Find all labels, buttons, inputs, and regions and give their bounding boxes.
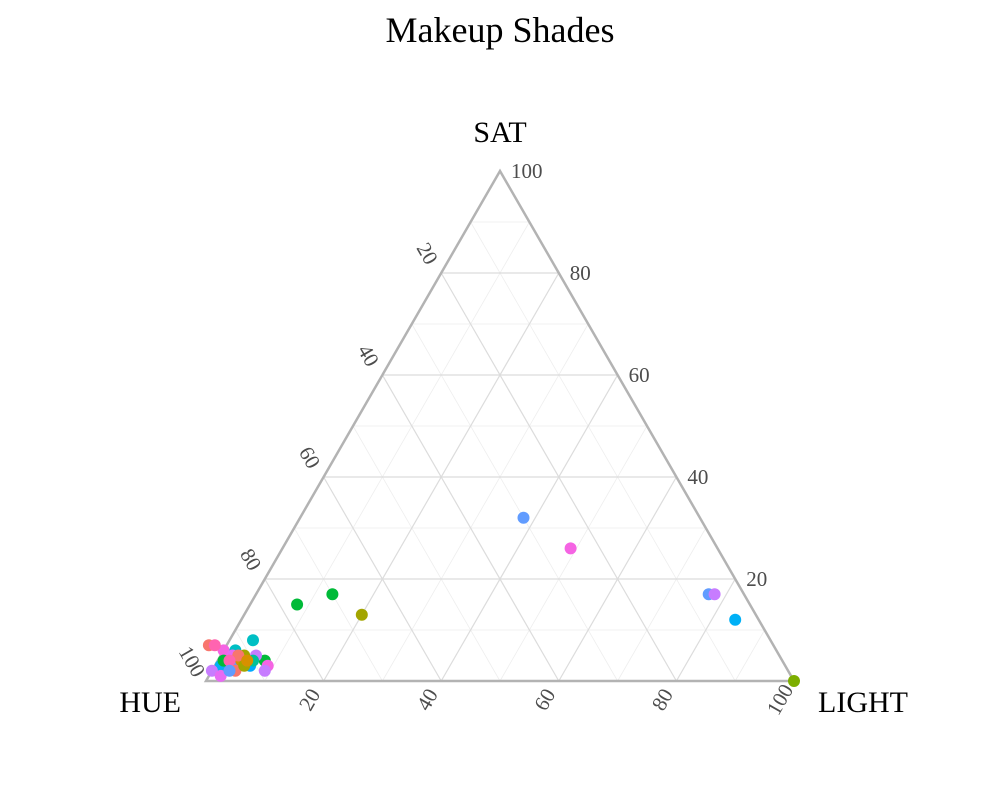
grid-line-minor (352, 425, 501, 682)
data-point (217, 644, 230, 657)
grid-line-major (440, 374, 619, 682)
data-point (208, 639, 221, 652)
grid-line-minor (470, 221, 736, 682)
tick-label-sat: 60 (629, 363, 650, 387)
data-point (564, 542, 577, 555)
grid-line-major (558, 476, 677, 682)
grid-line-minor (382, 323, 589, 682)
data-point (258, 664, 271, 677)
axis-label-sat: SAT (473, 116, 526, 149)
tick-label-sat: 20 (746, 567, 767, 591)
grid-line-major (381, 374, 560, 682)
chart-title: Makeup Shades (386, 10, 615, 50)
data-point (247, 634, 259, 647)
tick-label-hue: 80 (235, 544, 266, 574)
tick-label-sat: 40 (687, 465, 708, 489)
tick-label-light: 40 (411, 684, 442, 714)
data-point (355, 608, 368, 621)
data-point (291, 598, 304, 611)
axis-label-light: LIGHT (818, 686, 908, 719)
grid-line-minor (617, 527, 707, 682)
grid-line-minor (734, 629, 765, 682)
data-point (708, 588, 721, 601)
data-point (729, 613, 742, 626)
grid-line-minor (411, 323, 618, 682)
tick-label-sat: 80 (570, 261, 591, 285)
data-point (205, 664, 218, 677)
tick-label-sat: 100 (511, 159, 543, 183)
tick-label-light: 20 (294, 684, 325, 714)
grid-line-minor (293, 527, 383, 682)
tick-label-hue: 20 (412, 238, 443, 268)
data-point (788, 675, 800, 687)
data-point (241, 654, 254, 667)
data-points (202, 511, 800, 687)
axis-label-hue: HUE (119, 686, 181, 719)
data-point (223, 654, 236, 667)
data-point (232, 649, 245, 662)
grid-line-major (675, 578, 736, 682)
grid-line-major (264, 578, 325, 682)
grid-line-major (323, 476, 442, 682)
data-point (517, 511, 530, 524)
tick-label-hue: 60 (294, 442, 325, 472)
data-point (214, 669, 227, 682)
data-point (326, 588, 339, 601)
grid-line-minor (264, 221, 530, 682)
data-point (223, 664, 236, 677)
tick-label-hue: 40 (353, 340, 384, 370)
tick-label-light: 60 (529, 684, 560, 714)
ternary-frame (203, 168, 797, 683)
tick-label-light: 80 (647, 684, 678, 714)
grid (235, 221, 765, 682)
